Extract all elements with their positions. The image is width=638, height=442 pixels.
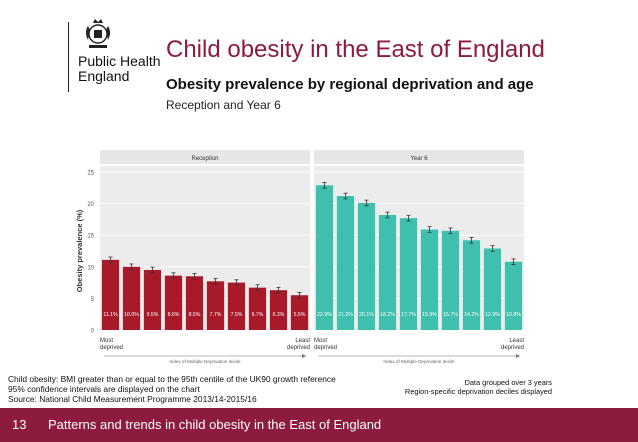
bar-data-label: 7.5%: [231, 312, 243, 318]
logo-line-2: England: [78, 68, 130, 84]
note-confidence: 95% confidence intervals are displayed o…: [8, 384, 200, 394]
bar: [504, 261, 523, 330]
footer-title: Patterns and trends in child obesity in …: [48, 417, 382, 432]
bar: [399, 218, 418, 330]
bar-data-label: 15.9%: [422, 312, 437, 318]
bar: [164, 275, 183, 330]
y-tick-label: 0: [91, 329, 95, 335]
bar-data-label: 15.7%: [443, 312, 458, 318]
x-label-least: Least: [509, 338, 524, 344]
x-label-least: Least: [295, 338, 310, 344]
x-label-deprived: deprived: [100, 345, 123, 351]
bar: [122, 266, 141, 330]
bar: [248, 287, 267, 330]
logo-text: Public Health England: [78, 54, 161, 84]
y-axis-label: Obesity prevalence (%): [75, 209, 84, 292]
bar-data-label: 17.7%: [401, 312, 416, 318]
page-subtitle: Obesity prevalence by regional deprivati…: [166, 76, 534, 93]
notes-right: Data grouped over 3 years Region-specifi…: [405, 378, 552, 396]
bar-data-label: 6.3%: [273, 312, 285, 318]
bar: [315, 185, 334, 330]
bar: [101, 259, 120, 330]
bar: [290, 295, 309, 330]
phe-logo: Public Health England: [32, 14, 162, 104]
royal-crest-icon: [86, 19, 110, 48]
bar-data-label: 8.6%: [168, 312, 180, 318]
bar-data-label: 6.7%: [252, 312, 264, 318]
bar: [378, 214, 397, 330]
y-tick-label: 5: [91, 297, 95, 303]
page-subtitle-secondary: Reception and Year 6: [166, 98, 281, 112]
bar-data-label: 10.0%: [124, 312, 139, 318]
bar-data-label: 22.9%: [317, 312, 332, 318]
y-tick-label: 20: [87, 202, 94, 208]
x-label-most: Most: [100, 338, 113, 344]
note-source: Source: National Child Measurement Progr…: [8, 394, 257, 404]
bar-data-label: 7.7%: [210, 312, 222, 318]
x-axis-label: Index of Multiple Deprivation decile: [383, 359, 455, 364]
footer-bar: 13 Patterns and trends in child obesity …: [0, 408, 638, 442]
note-definition: Child obesity: BMI greater than or equal…: [8, 374, 336, 384]
bar-data-label: 11.1%: [103, 312, 118, 318]
panel-title: Year 6: [410, 156, 428, 162]
bar: [227, 282, 246, 330]
bar-data-label: 12.9%: [485, 312, 500, 318]
x-label-deprived-least: deprived: [287, 345, 310, 351]
bar-data-label: 21.2%: [338, 312, 353, 318]
x-axis-label: Index of Multiple Deprivation decile: [169, 359, 241, 364]
panel-header-bg: [314, 150, 524, 164]
bar: [143, 269, 162, 330]
y-tick-label: 10: [87, 265, 94, 271]
note-deciles: Region-specific deprivation deciles disp…: [404, 387, 552, 396]
y-tick-label: 25: [87, 171, 94, 177]
notes-left: Child obesity: BMI greater than or equal…: [8, 374, 336, 404]
bar-data-label: 18.2%: [380, 312, 395, 318]
panel-title: Reception: [191, 156, 218, 162]
x-axis-arrow-head: [516, 354, 520, 358]
bar-data-label: 8.5%: [189, 312, 201, 318]
logo-line-1: Public Health: [78, 53, 161, 69]
page-number: 13: [12, 417, 27, 432]
bar: [185, 276, 204, 330]
bar-data-label: 14.2%: [464, 312, 479, 318]
bar: [420, 229, 439, 330]
y-tick-label: 15: [87, 234, 94, 240]
bar: [441, 230, 460, 330]
panel-header-bg: [100, 150, 310, 164]
bar-data-label: 9.5%: [147, 312, 159, 318]
bar: [269, 290, 288, 330]
page-title: Child obesity in the East of England: [166, 36, 545, 63]
note-grouping: Data grouped over 3 years: [464, 378, 552, 387]
x-axis-arrow-head: [302, 354, 306, 358]
x-label-most: Most: [314, 338, 327, 344]
bar-data-label: 10.8%: [506, 312, 521, 318]
x-label-deprived-least: deprived: [501, 345, 524, 351]
obesity-bar-chart: Obesity prevalence (%) 0 5 10 15 20 25 Receptio…: [75, 150, 524, 364]
bar-data-label: 5.5%: [294, 312, 306, 318]
bar: [206, 281, 225, 330]
bar: [336, 196, 355, 330]
logo-divider: [68, 22, 69, 92]
bar: [483, 248, 502, 330]
x-label-deprived: deprived: [314, 345, 337, 351]
bar: [357, 202, 376, 330]
bar-data-label: 20.1%: [359, 312, 374, 318]
bar: [462, 240, 481, 330]
